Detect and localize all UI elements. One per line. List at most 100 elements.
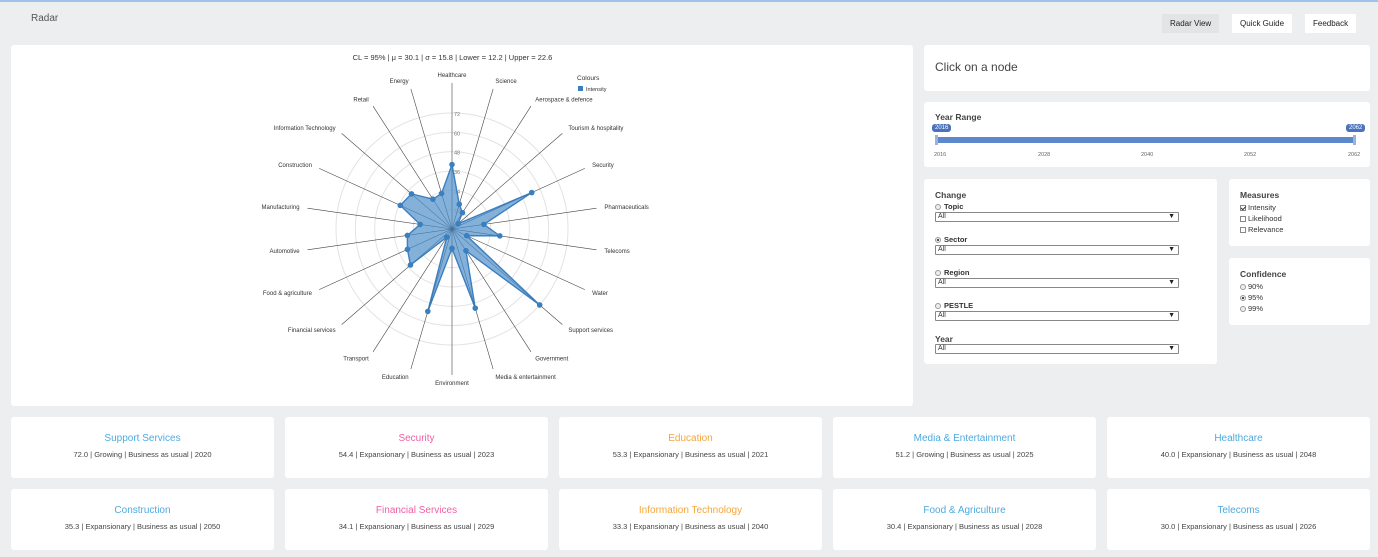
year-min-handle[interactable] — [935, 135, 938, 145]
data-point[interactable] — [449, 161, 455, 168]
data-point[interactable] — [463, 232, 470, 239]
card-detail: 35.3 | Expansionary | Business as usual … — [64, 522, 221, 531]
data-point[interactable] — [425, 308, 431, 315]
sector-card[interactable]: Security 54.4 | Expansionary | Business a… — [285, 417, 548, 478]
radar-chart: 122436486072HealthcareScienceAerospace &… — [262, 73, 649, 387]
sector-card[interactable]: Support Services 72.0 | Growing | Busines… — [11, 417, 274, 478]
year-tick: 2062 — [1348, 152, 1361, 158]
feedback-button[interactable]: Feedback — [1305, 14, 1357, 33]
year-max-handle[interactable] — [1353, 135, 1356, 145]
card-detail: 72.0 | Growing | Business as usual | 202… — [73, 450, 212, 459]
data-point[interactable] — [404, 232, 411, 239]
radar-view-button[interactable]: Radar View — [1162, 14, 1220, 33]
data-point[interactable] — [528, 189, 535, 196]
region-select[interactable]: All ▼ — [935, 278, 1179, 288]
region-radio[interactable]: Region — [935, 268, 969, 277]
confidence-90-radio[interactable]: 90% — [1240, 282, 1263, 291]
topic-select[interactable]: All ▼ — [935, 212, 1179, 222]
spoke-line — [451, 133, 563, 230]
confidence-title: Confidence — [1240, 269, 1287, 279]
likelihood-checkbox[interactable]: Likelihood — [1240, 214, 1282, 223]
data-point[interactable] — [459, 209, 466, 216]
node-info-text: Click on a node — [935, 60, 1018, 74]
measures-title: Measures — [1240, 190, 1280, 200]
caret-down-icon: ▼ — [1168, 246, 1175, 253]
sector-card[interactable]: Telecoms 30.0 | Expansionary | Business a… — [1107, 489, 1370, 550]
intensity-checkbox[interactable]: Intensity — [1240, 203, 1276, 212]
year-range-track[interactable] — [936, 137, 1354, 143]
data-point[interactable] — [472, 305, 479, 311]
relevance-checkbox[interactable]: Relevance — [1240, 225, 1283, 234]
year-tick: 2052 — [1244, 152, 1257, 158]
data-point[interactable] — [443, 234, 450, 240]
radar-panel: CL = 95% | μ = 30.1 | σ = 15.8 | Lower =… — [11, 45, 913, 406]
radio-icon — [935, 269, 941, 276]
pestle-radio[interactable]: PESTLE — [935, 301, 973, 310]
card-title: Telecoms — [1217, 505, 1260, 516]
sector-radio[interactable]: Sector — [935, 235, 967, 244]
category-label: Education — [382, 375, 409, 381]
year-max-badge: 2062 — [1346, 124, 1366, 132]
caret-down-icon: ▼ — [1168, 279, 1175, 286]
legend-swatch — [578, 86, 583, 91]
data-point[interactable] — [463, 247, 469, 254]
sector-select[interactable]: All ▼ — [935, 245, 1179, 255]
data-point[interactable] — [397, 202, 404, 209]
data-point[interactable] — [408, 191, 415, 197]
radio-icon — [1240, 294, 1246, 301]
year-tick: 2016 — [934, 152, 947, 158]
data-point[interactable] — [430, 196, 436, 202]
data-point[interactable] — [536, 302, 543, 308]
legend-title: Colours — [577, 75, 600, 82]
sector-card[interactable]: Healthcare 40.0 | Expansionary | Business… — [1107, 417, 1370, 478]
sector-card[interactable]: Information Technology 33.3 | Expansionar… — [559, 489, 822, 550]
data-point[interactable] — [455, 220, 461, 227]
sector-card[interactable]: Education 53.3 | Expansionary | Business … — [559, 417, 822, 478]
data-point[interactable] — [417, 221, 423, 228]
inner-spoke — [451, 212, 463, 230]
data-point[interactable] — [497, 233, 503, 239]
category-label: Environment — [435, 381, 469, 387]
quick-guide-button[interactable]: Quick Guide — [1232, 14, 1293, 33]
spoke-line — [451, 228, 585, 290]
data-point[interactable] — [404, 246, 411, 253]
card-detail: 30.4 | Expansionary | Business as usual … — [886, 522, 1043, 531]
caret-down-icon: ▼ — [1168, 345, 1175, 352]
data-point[interactable] — [449, 245, 455, 252]
confidence-95-radio[interactable]: 95% — [1240, 293, 1263, 302]
category-label: Telecoms — [604, 249, 629, 255]
sector-card[interactable]: Food & Agriculture 30.4 | Expansionary | … — [833, 489, 1096, 550]
grid-label: 48 — [454, 151, 460, 157]
confidence-99-radio[interactable]: 99% — [1240, 304, 1263, 313]
inner-spoke — [420, 224, 453, 230]
category-label: Security — [592, 163, 614, 169]
year-select[interactable]: All ▼ — [935, 344, 1179, 354]
card-detail: 40.0 | Expansionary | Business as usual … — [1160, 450, 1317, 459]
data-point[interactable] — [438, 190, 445, 197]
radio-icon — [1240, 305, 1246, 312]
data-point[interactable] — [456, 201, 463, 208]
data-point[interactable] — [407, 262, 414, 268]
category-label: Manufacturing — [262, 205, 300, 211]
pestle-select[interactable]: All ▼ — [935, 311, 1179, 321]
inner-spoke — [451, 228, 540, 306]
sector-card[interactable]: Construction 35.3 | Expansionary | Busine… — [11, 489, 274, 550]
card-title: Security — [398, 433, 435, 444]
inner-spoke — [451, 192, 532, 230]
sector-card[interactable]: Financial Services 34.1 | Expansionary | … — [285, 489, 548, 550]
category-label: Support services — [568, 328, 613, 334]
confidence-panel: Confidence 90% 95% 99% — [1229, 258, 1370, 325]
year-label: Year — [935, 334, 953, 344]
change-panel: Change Topic All ▼ Sector All ▼ Region All… — [924, 179, 1217, 364]
top-bar: Radar Radar View Quick Guide Feedback — [0, 2, 1378, 42]
legend-item: Intensity — [586, 87, 607, 93]
sector-card[interactable]: Media & Entertainment 51.2 | Growing | Bu… — [833, 417, 1096, 478]
category-label: Healthcare — [437, 73, 467, 79]
card-title: Education — [668, 433, 713, 444]
category-label: Science — [495, 79, 517, 85]
topic-radio[interactable]: Topic — [935, 202, 963, 211]
card-title: Support Services — [104, 433, 181, 444]
data-point[interactable] — [481, 221, 487, 228]
card-detail: 53.3 | Expansionary | Business as usual … — [612, 450, 769, 459]
grid-label: 72 — [454, 112, 460, 118]
